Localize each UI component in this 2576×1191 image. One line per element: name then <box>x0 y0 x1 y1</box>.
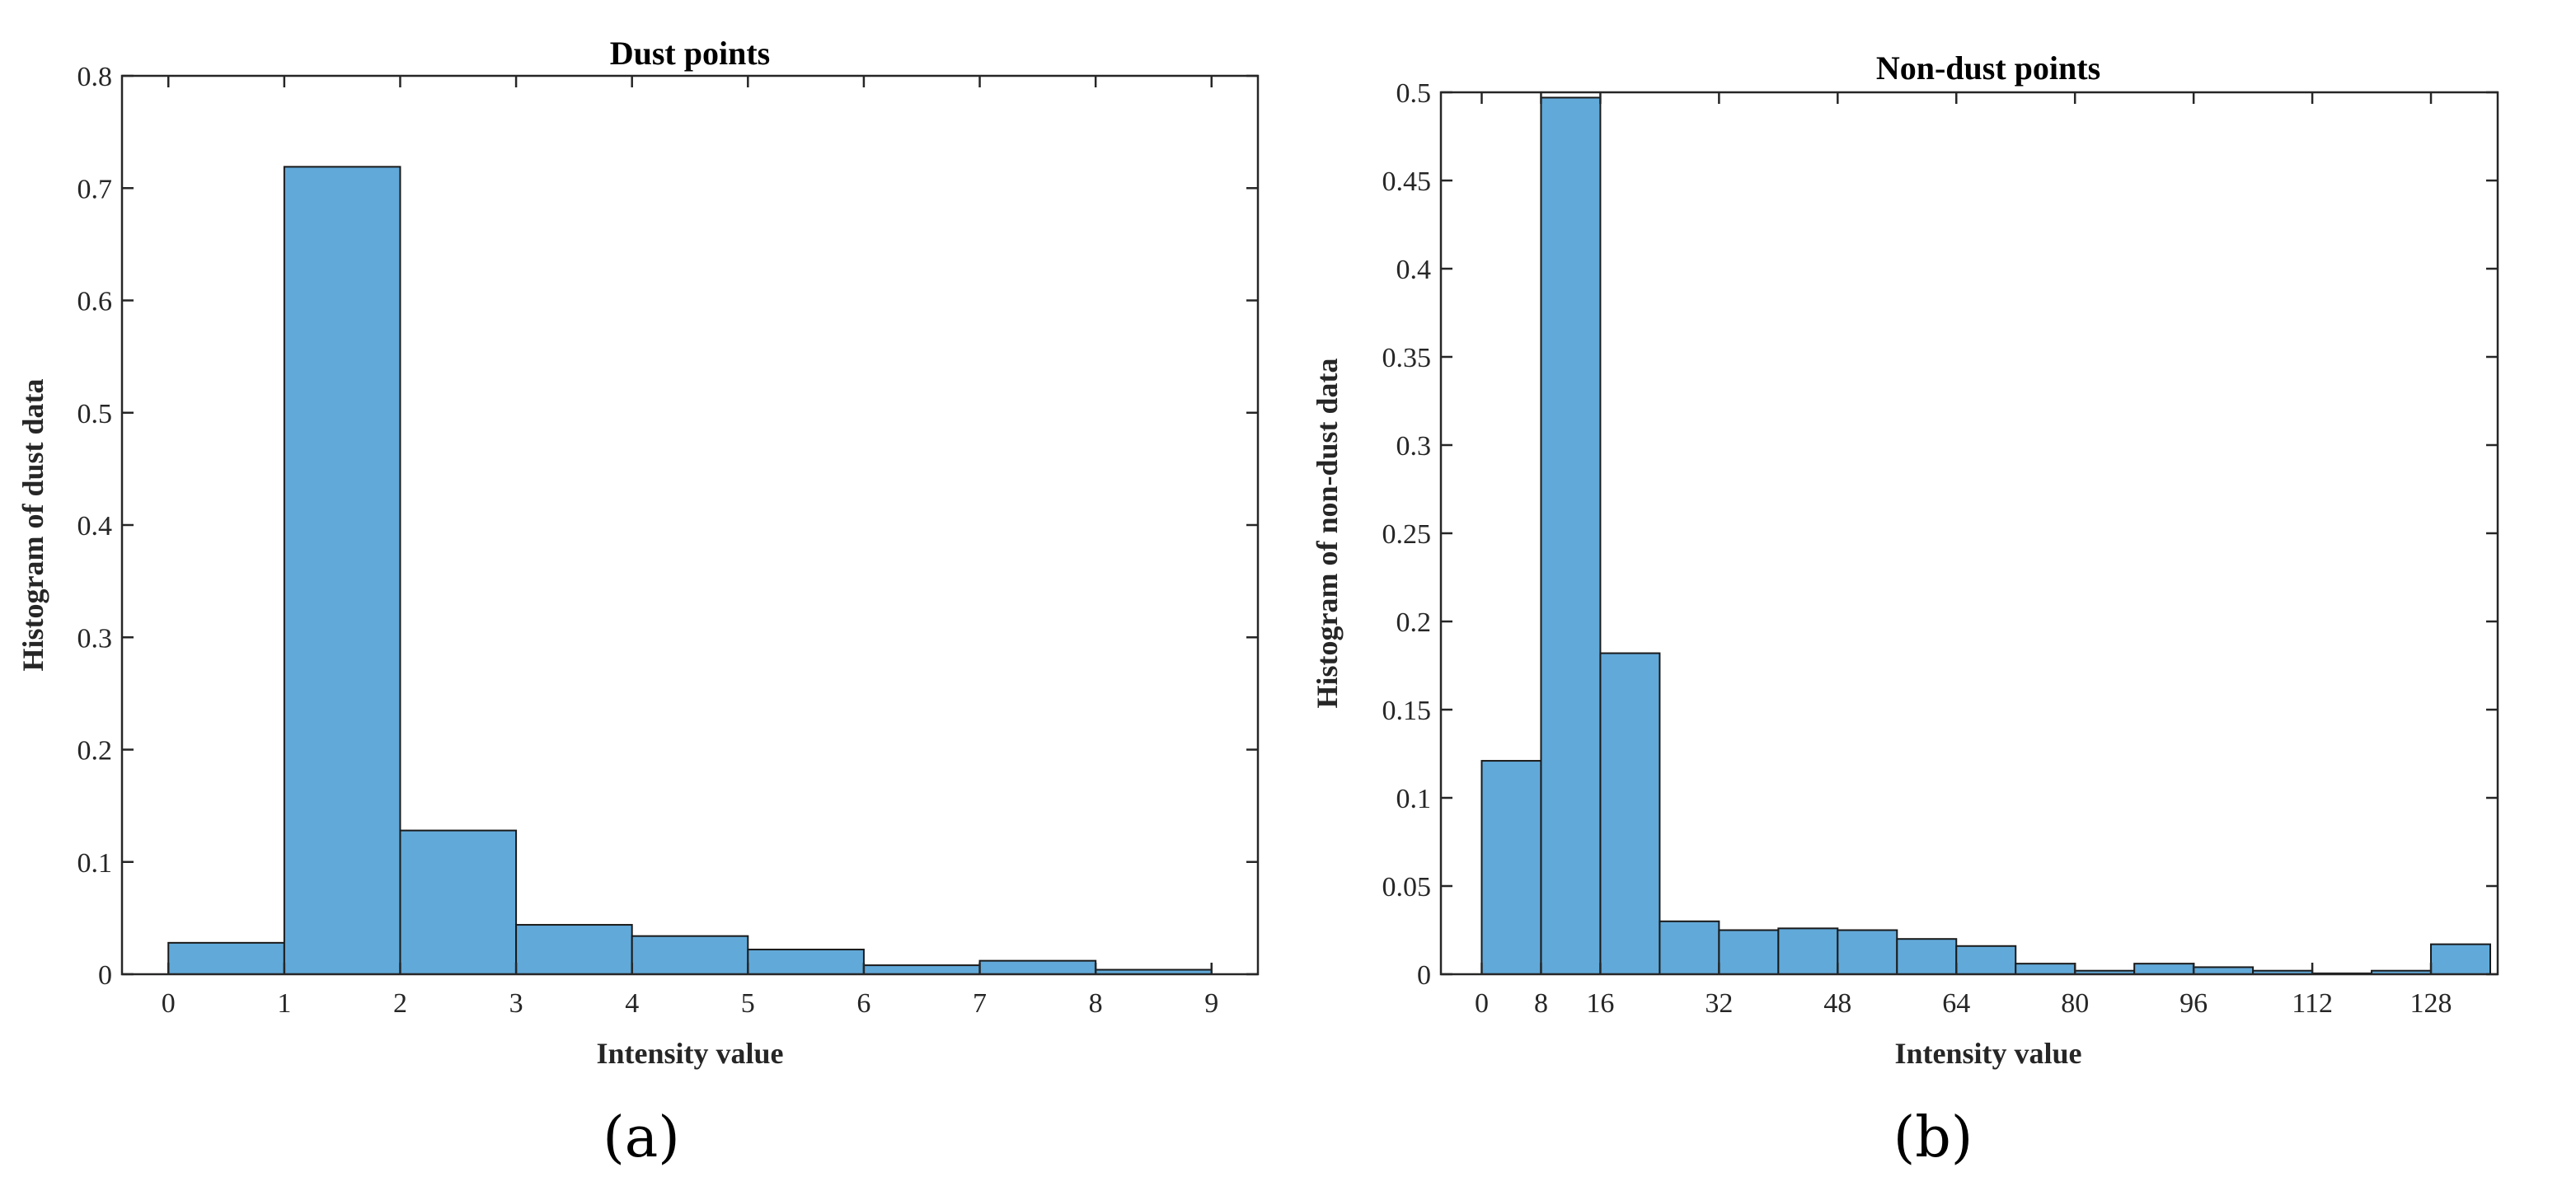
x-tick-label: 8 <box>1534 988 1548 1019</box>
histogram-bar <box>747 949 865 976</box>
x-tick-label: 128 <box>2410 988 2452 1019</box>
histogram-bar <box>1659 920 1720 976</box>
y-axis-ticks: 0 0.05 0.1 0.15 0.2 0.25 0.3 0.35 0.4 0.45 0.5 <box>1382 78 2498 991</box>
histogram-bar <box>862 964 981 975</box>
y-tick-label: 0.15 <box>1382 696 1432 726</box>
chart-dust-points: Dust points 0 0.1 0.2 0.3 0.4 0.5 0.6 0.7 0.8 0 1… <box>16 35 1260 1170</box>
x-axis-ticks: 0 8 16 32 48 64 80 96 112 128 <box>1475 92 2452 1019</box>
histogram-bar <box>1896 938 1958 975</box>
x-axis-label: Intensity value <box>596 1037 783 1070</box>
panel-label-a: (a) <box>603 1105 680 1170</box>
x-tick-label: 64 <box>1942 988 1970 1019</box>
y-tick-label: 0.3 <box>1396 431 1432 462</box>
x-tick-label: 3 <box>509 988 523 1019</box>
histogram-bar <box>2133 963 2195 976</box>
histogram-bar <box>1777 927 1839 975</box>
histogram-bar <box>283 166 401 976</box>
chart-title: Dust points <box>610 35 771 72</box>
y-tick-label: 0 <box>98 960 112 991</box>
y-tick-label: 0.2 <box>1396 607 1432 638</box>
y-tick-label: 0.8 <box>77 62 113 92</box>
x-tick-label: 96 <box>2180 988 2208 1019</box>
x-tick-label: 8 <box>1089 988 1103 1019</box>
x-tick-label: 112 <box>2292 988 2333 1019</box>
histogram-bar <box>1955 945 2017 976</box>
y-tick-label: 0.1 <box>1396 784 1432 814</box>
bars <box>167 166 1213 976</box>
x-tick-label: 0 <box>162 988 176 1019</box>
y-tick-label: 0.05 <box>1382 872 1432 903</box>
y-tick-label: 0.7 <box>77 174 113 204</box>
x-tick-label: 9 <box>1204 988 1218 1019</box>
histogram-bar <box>2015 963 2076 976</box>
histogram-bar <box>167 941 285 975</box>
x-tick-label: 48 <box>1823 988 1851 1019</box>
histogram-bar <box>978 959 1097 976</box>
x-axis-ticks: 0 1 2 3 4 5 6 7 8 9 <box>162 76 1218 1019</box>
histogram-bar <box>631 935 749 976</box>
x-tick-label: 5 <box>741 988 755 1019</box>
histogram-bar <box>2193 966 2255 975</box>
y-tick-label: 0.45 <box>1382 166 1432 197</box>
y-axis-label: Histogram of dust data <box>16 378 49 671</box>
histogram-bar <box>1837 929 1898 975</box>
chart-title: Non-dust points <box>1876 49 2100 87</box>
histogram-bar <box>1540 96 1602 975</box>
y-tick-label: 0.3 <box>77 623 113 654</box>
x-tick-label: 0 <box>1475 988 1489 1019</box>
x-tick-label: 2 <box>393 988 407 1019</box>
x-tick-label: 7 <box>973 988 987 1019</box>
y-axis-ticks: 0 0.1 0.2 0.3 0.4 0.5 0.6 0.7 0.8 <box>77 62 1258 991</box>
panel-label-b: (b) <box>1893 1105 1973 1170</box>
histogram-bar <box>1718 929 1780 975</box>
chart-non-dust-points: Non-dust points 0 0.05 0.1 0.15 0.2 0.25 0.3 0.… <box>1311 49 2499 1170</box>
y-tick-label: 0.1 <box>77 848 113 879</box>
histogram-bar <box>515 924 633 976</box>
y-tick-label: 0.5 <box>77 399 113 429</box>
x-tick-label: 80 <box>2061 988 2089 1019</box>
y-tick-label: 0 <box>1417 960 1431 991</box>
x-tick-label: 16 <box>1586 988 1614 1019</box>
histogram-bar <box>1599 652 1661 976</box>
histogram-bar <box>2430 943 2492 975</box>
x-tick-label: 32 <box>1705 988 1733 1019</box>
y-tick-label: 0.4 <box>77 511 113 542</box>
y-tick-label: 0.2 <box>77 736 113 767</box>
y-tick-label: 0.25 <box>1382 519 1432 550</box>
histogram-bar <box>399 829 518 975</box>
histogram-bar <box>1480 760 1542 975</box>
y-tick-label: 0.6 <box>77 287 113 317</box>
x-tick-label: 1 <box>277 988 291 1019</box>
bars <box>1480 96 2492 976</box>
y-tick-label: 0.4 <box>1396 255 1432 285</box>
x-tick-label: 4 <box>625 988 639 1019</box>
y-tick-label: 0.5 <box>1396 78 1432 109</box>
x-axis-label: Intensity value <box>1894 1037 2081 1070</box>
y-tick-label: 0.35 <box>1382 343 1432 373</box>
x-tick-label: 6 <box>856 988 870 1019</box>
y-axis-label: Histogram of non-dust data <box>1311 358 1344 708</box>
